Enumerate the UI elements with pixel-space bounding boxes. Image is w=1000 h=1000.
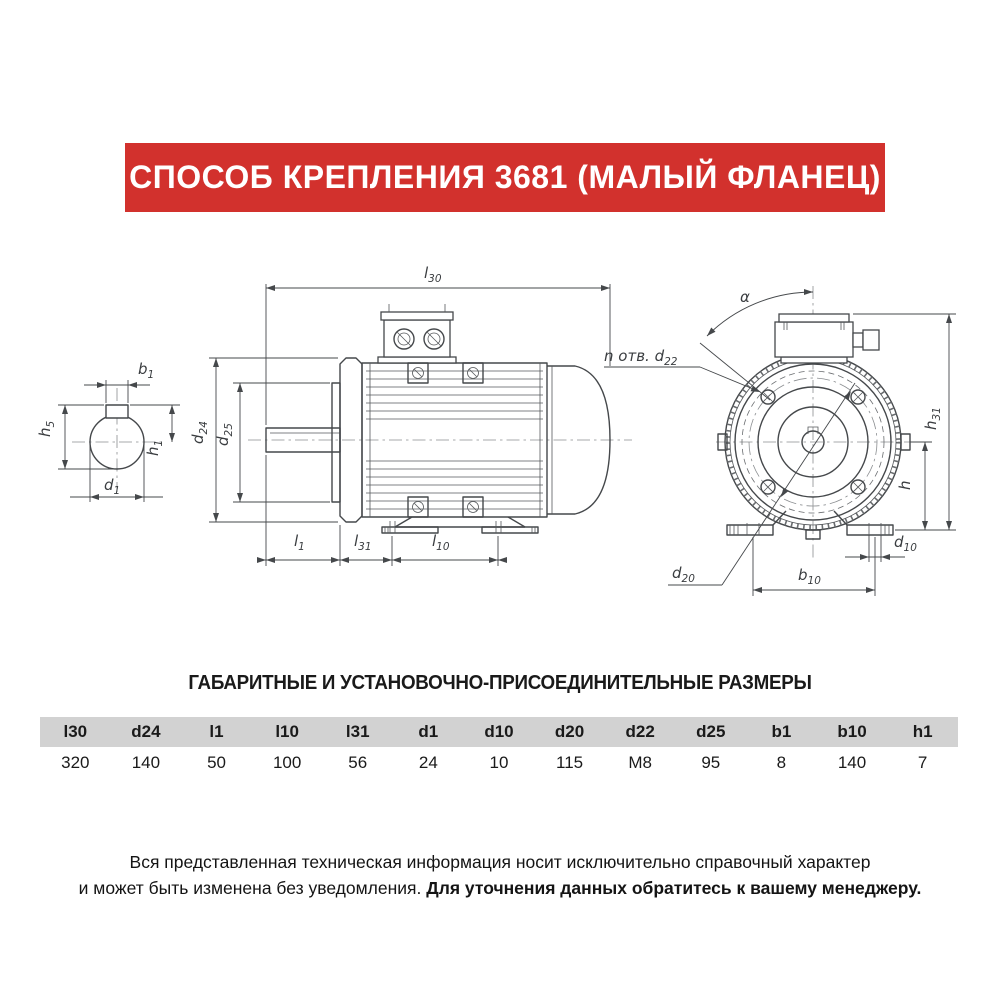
table-value-cell: 10: [489, 752, 509, 772]
dim-label-l1: l1: [294, 532, 305, 553]
page-title-banner: СПОСОБ КРЕПЛЕНИЯ 3681 (МАЛЫЙ ФЛАНЕЦ): [125, 143, 885, 212]
table-header-cell: d25: [675, 717, 747, 747]
dim-label-n-holes-d22: n отв. d22: [604, 347, 678, 368]
page-title: СПОСОБ КРЕПЛЕНИЯ 3681 (МАЛЫЙ ФЛАНЕЦ): [129, 159, 881, 195]
body-ribs: [366, 370, 543, 510]
dim-label-d24: d24: [189, 421, 210, 444]
table-header-cell: h1: [887, 717, 958, 747]
table-header-cell: b1: [746, 717, 817, 747]
dim-label-l30: l30: [424, 264, 442, 285]
table-header-cell: l10: [251, 717, 323, 747]
table-header-cell: d22: [604, 717, 676, 747]
dim-label-d10: d10: [894, 533, 917, 554]
table-value-cell: 140: [131, 752, 161, 772]
dim-label-l10: l10: [432, 532, 450, 553]
dim-label-d1: d1: [104, 476, 120, 497]
table-value-cell: 50: [207, 752, 226, 772]
table-value-cell: 24: [418, 752, 438, 772]
disclaimer: Вся представленная техническая информаци…: [0, 849, 1000, 901]
table-header-row: l30 d24 l1 l10 l31 d1 d10 d20 d22 d25 b1…: [40, 717, 958, 747]
table-value-cell: M8: [628, 752, 652, 772]
table-header-cell: l30: [40, 717, 111, 747]
flange-bolt-holes: [760, 389, 866, 495]
table-value-cell: 7: [917, 752, 928, 772]
dim-label-d25: d25: [214, 423, 235, 446]
dim-label-h1: h1: [144, 440, 165, 456]
table-header-cell: d20: [534, 717, 605, 747]
dim-label-alpha: α: [740, 288, 750, 306]
table-value-cell: 140: [837, 752, 867, 772]
cable-glands: [393, 328, 445, 350]
shaft-section-view: b1 h5 h1 d1: [36, 360, 180, 502]
mounting-feet-front: [726, 510, 894, 536]
table-header-cell: d10: [463, 717, 535, 747]
table-value-cell: 100: [272, 752, 302, 772]
dim-label-h31: h31: [922, 407, 943, 430]
table-value-cell: 320: [61, 752, 90, 772]
table-value-cell: 56: [348, 752, 368, 772]
table-value-cell: 95: [701, 752, 721, 772]
dim-label-b10: b10: [798, 566, 821, 587]
dim-label-l31: l31: [354, 532, 372, 553]
disclaimer-line2: и может быть изменена без уведомления. Д…: [78, 878, 922, 898]
table-header-cell: l1: [181, 717, 252, 747]
dim-label-h5: h5: [36, 420, 57, 437]
motor-front-view: α n отв. d22 d20 h31 h d10 b10: [604, 286, 956, 596]
table-value-cell: 115: [556, 752, 584, 772]
table-header-cell: b10: [816, 717, 888, 747]
mounting-feet-side: [381, 516, 539, 534]
dimensions-table: l30 d24 l1 l10 l31 d1 d10 d20 d22 d25 b1…: [40, 717, 958, 778]
motor-side-view: l30 d24 d25 l1 l31 l10: [189, 264, 632, 566]
table-header-cell: d1: [393, 717, 464, 747]
dim-label-b1: b1: [138, 360, 154, 381]
table-title: ГАБАРИТНЫЕ И УСТАНОВОЧНО-ПРИСОЕДИНИТЕЛЬН…: [188, 672, 812, 694]
table-value-cell: 8: [776, 752, 787, 772]
cable-gland-front: [852, 332, 864, 348]
dim-label-h: h: [896, 480, 914, 490]
motor-technical-drawing: b1 h5 h1 d1: [36, 264, 956, 596]
dim-label-d20: d20: [672, 564, 695, 585]
disclaimer-line1: Вся представленная техническая информаци…: [129, 852, 871, 872]
table-header-cell: d24: [110, 717, 182, 747]
clamp-lugs: [407, 362, 484, 518]
table-header-cell: l31: [322, 717, 394, 747]
table-value-row: 320 140 50 100 56 24 10 115 M8 95 8 140 …: [40, 747, 958, 778]
